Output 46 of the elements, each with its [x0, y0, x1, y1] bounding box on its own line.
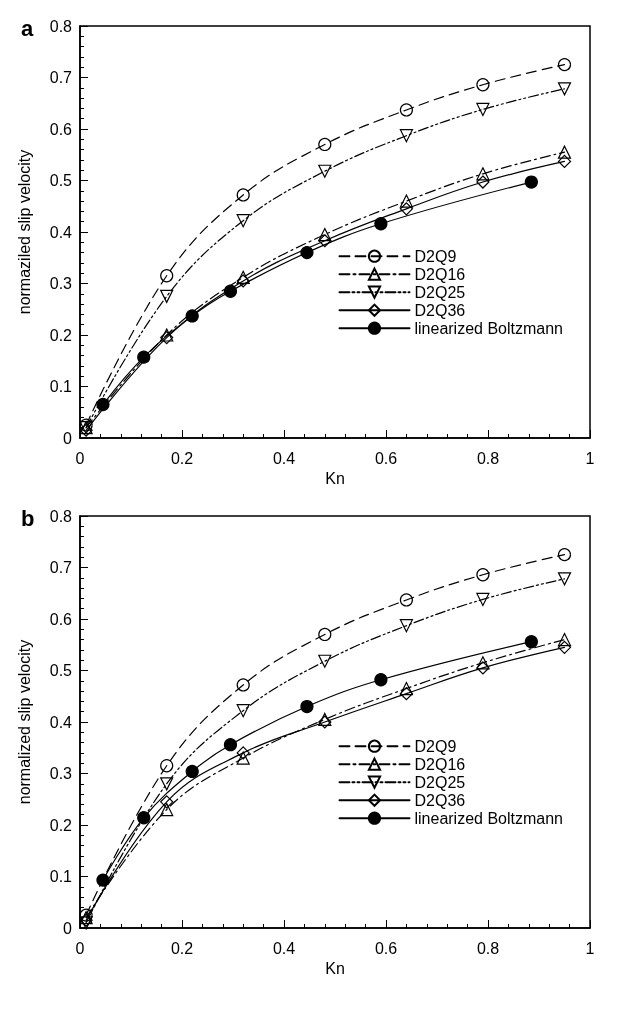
legend-label: linearized Boltzmann	[414, 809, 564, 827]
y-tick-label: 0.3	[49, 765, 73, 782]
legend-label: D2Q16	[414, 755, 466, 773]
x-tick-label: 0.8	[476, 449, 500, 467]
y-tick-label: 0.2	[49, 816, 73, 834]
x-tick-label: 0.6	[374, 939, 398, 957]
legend-label: D2Q16	[414, 265, 466, 283]
x-tick-label: 0	[75, 939, 85, 957]
y-axis-title: normaziled slip velocity	[15, 149, 33, 315]
x-tick-label: 1	[585, 939, 595, 957]
y-tick-label: 0.1	[49, 378, 73, 395]
x-axis-title: Kn	[325, 470, 345, 488]
x-tick-label: 0	[75, 449, 85, 467]
y-tick-label: 0	[63, 919, 73, 937]
legend-label: linearized Boltzmann	[414, 319, 564, 337]
x-tick-label: 0.6	[374, 449, 398, 467]
y-tick-label: 0.6	[49, 120, 73, 138]
x-tick-label: 0.4	[272, 449, 296, 467]
y-tick-label: 0.3	[49, 275, 73, 292]
legend-label: D2Q9	[414, 247, 457, 265]
chart-title: a	[21, 15, 34, 41]
y-tick-label: 0.8	[49, 17, 73, 35]
x-tick-label: 0.8	[476, 939, 500, 957]
y-tick-label: 0.5	[49, 662, 73, 679]
y-tick-label: 0.7	[49, 559, 73, 576]
y-tick-label: 0.2	[49, 326, 73, 344]
x-tick-label: 1	[585, 449, 595, 467]
y-tick-label: 0.4	[49, 223, 73, 241]
y-tick-label: 0.8	[49, 507, 73, 525]
chart-title: b	[21, 505, 35, 531]
legend-label: D2Q9	[414, 737, 457, 755]
x-tick-label: 0.2	[170, 449, 194, 467]
x-tick-label: 0.2	[170, 939, 194, 957]
y-tick-label: 0.5	[49, 172, 73, 189]
x-axis-title: Kn	[325, 960, 345, 978]
y-tick-label: 0.1	[49, 868, 73, 885]
legend-label: D2Q36	[414, 791, 466, 809]
y-tick-label: 0.6	[49, 610, 73, 628]
y-tick-label: 0.4	[49, 713, 73, 731]
x-tick-label: 0.4	[272, 939, 296, 957]
legend-label: D2Q36	[414, 301, 466, 319]
y-axis-title: normalized slip velocity	[15, 639, 33, 805]
y-tick-label: 0	[63, 429, 73, 447]
y-tick-label: 0.7	[49, 69, 73, 86]
legend-label: D2Q25	[414, 283, 466, 301]
legend-label: D2Q25	[414, 773, 466, 791]
